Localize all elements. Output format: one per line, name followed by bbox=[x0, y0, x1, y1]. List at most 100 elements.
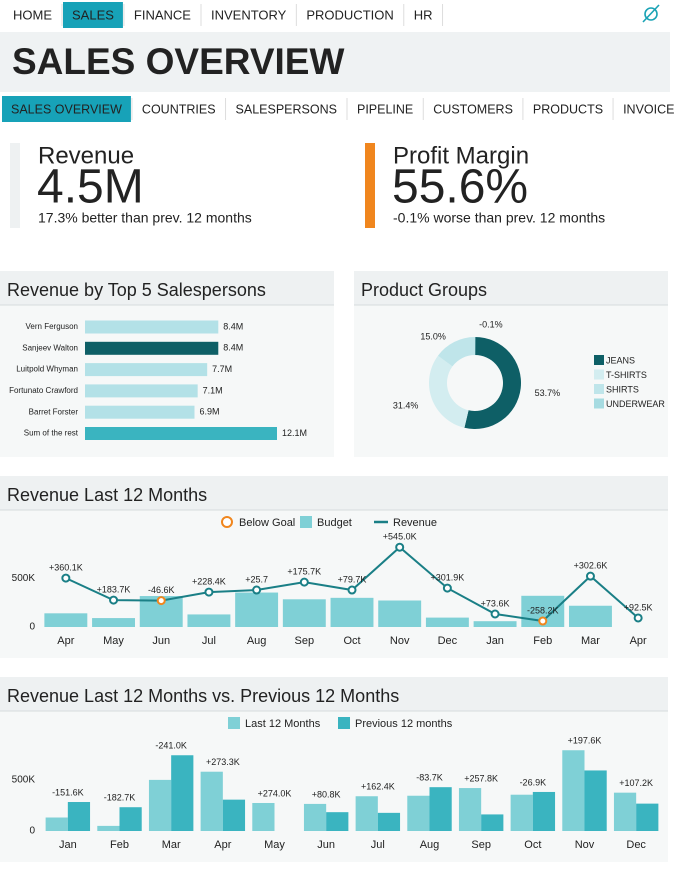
bar bbox=[377, 812, 401, 831]
bar bbox=[85, 384, 198, 398]
kpi-label: Revenue bbox=[38, 142, 134, 169]
tabs-item[interactable]: CUSTOMERS bbox=[433, 102, 513, 116]
tabs-item[interactable]: COUNTRIES bbox=[142, 102, 216, 116]
tabs-item[interactable]: PRODUCTS bbox=[533, 102, 603, 116]
annotation: -182.7K bbox=[104, 793, 136, 803]
nav-item[interactable]: HOME bbox=[13, 7, 52, 22]
x-tick-label: Jun bbox=[317, 839, 335, 851]
legend-label: Previous 12 months bbox=[355, 718, 453, 730]
nav-item-bg bbox=[297, 2, 403, 28]
legend-swatch bbox=[594, 384, 604, 394]
legend-label: UNDERWEAR bbox=[606, 399, 665, 409]
x-tick-label: Jan bbox=[486, 635, 504, 647]
bar bbox=[303, 803, 327, 831]
settings-icon[interactable] bbox=[642, 4, 660, 23]
bar bbox=[473, 621, 517, 627]
tabs-item[interactable]: INVOICES bbox=[623, 102, 674, 116]
nav-item[interactable]: FINANCE bbox=[134, 7, 191, 22]
kpi-note: -0.1% worse than prev. 12 months bbox=[393, 210, 605, 226]
tabs-item-bg bbox=[2, 96, 131, 122]
nav-item[interactable]: INVENTORY bbox=[211, 7, 287, 22]
x-tick-label: Feb bbox=[110, 839, 129, 851]
nav-item[interactable]: HR bbox=[414, 7, 433, 22]
kpi-note: 17.3% better than prev. 12 months bbox=[38, 210, 252, 226]
nav-item-bg bbox=[4, 2, 61, 28]
category-label: Sanjeev Walton bbox=[22, 343, 78, 352]
y-tick-label: 500K bbox=[12, 573, 36, 584]
bar bbox=[378, 600, 422, 627]
y-tick-label: 0 bbox=[29, 622, 35, 633]
nav-item-bg bbox=[404, 2, 442, 28]
kpi-bar bbox=[365, 143, 375, 228]
x-tick-label: Apr bbox=[57, 635, 74, 647]
value-label: 7.7M bbox=[212, 364, 232, 374]
icon-circle bbox=[644, 7, 658, 21]
tabs-item[interactable]: PIPELINE bbox=[357, 102, 413, 116]
nav-item-bg bbox=[201, 2, 296, 28]
legend-label: SHIRTS bbox=[606, 384, 639, 394]
tabs-item-bg bbox=[132, 96, 225, 122]
value-label: 7.1M bbox=[203, 385, 223, 395]
kpi-label: Profit Margin bbox=[393, 142, 529, 169]
value-label: 12.1M bbox=[282, 428, 307, 438]
y-tick-label: 500K bbox=[12, 775, 36, 786]
legend-label: T-SHIRTS bbox=[606, 370, 647, 380]
legend-label: Revenue bbox=[393, 517, 437, 529]
tabs-item[interactable]: SALESPERSONS bbox=[236, 102, 337, 116]
x-tick-label: Jun bbox=[152, 635, 170, 647]
bar bbox=[85, 405, 195, 419]
x-tick-label: Mar bbox=[162, 839, 181, 851]
nav-item[interactable]: PRODUCTION bbox=[306, 7, 393, 22]
annotation: -258.2K bbox=[527, 605, 559, 615]
bar bbox=[187, 614, 231, 627]
bar bbox=[458, 788, 482, 831]
bar bbox=[425, 617, 469, 627]
annotation: -241.0K bbox=[155, 741, 187, 751]
value-label: 15.0% bbox=[420, 331, 446, 341]
line-marker bbox=[538, 616, 548, 626]
tabs-item-bg bbox=[347, 96, 423, 122]
x-tick-label: Aug bbox=[247, 635, 267, 647]
line-marker bbox=[156, 596, 166, 606]
tabs-item[interactable]: SALES OVERVIEW bbox=[11, 102, 122, 116]
line-marker bbox=[490, 609, 500, 619]
line-marker bbox=[347, 585, 357, 595]
x-tick-label: Oct bbox=[524, 839, 541, 851]
bar bbox=[97, 825, 120, 831]
panel-header bbox=[354, 271, 668, 305]
bar bbox=[569, 605, 612, 627]
x-tick-label: Nov bbox=[390, 635, 410, 647]
annotation: +360.1K bbox=[49, 562, 83, 572]
pie-slice bbox=[437, 337, 476, 367]
nav-item-bg bbox=[63, 2, 123, 28]
x-tick-label: Dec bbox=[438, 635, 458, 647]
annotation: +107.2K bbox=[619, 778, 653, 788]
annotation: +545.0K bbox=[383, 532, 417, 542]
y-tick-label: 0 bbox=[29, 826, 35, 837]
pie-slice bbox=[429, 355, 469, 428]
bar bbox=[200, 771, 223, 831]
legend-swatch bbox=[221, 516, 233, 528]
value-label: 8.4M bbox=[223, 321, 243, 331]
x-tick-label: Oct bbox=[343, 635, 360, 647]
x-tick-label: Sep bbox=[295, 635, 315, 647]
kpi-value: 4.5M bbox=[37, 161, 144, 214]
annotation: +273.3K bbox=[206, 757, 240, 767]
line-marker bbox=[633, 613, 643, 623]
legend-label: JEANS bbox=[606, 355, 635, 365]
bar bbox=[85, 320, 219, 334]
annotation: +274.0K bbox=[258, 788, 292, 798]
nav-item[interactable]: SALES bbox=[72, 7, 114, 22]
bar bbox=[222, 799, 246, 831]
bar bbox=[330, 597, 374, 627]
x-tick-label: Jan bbox=[59, 839, 77, 851]
line-marker bbox=[299, 577, 309, 587]
tabs-item-bg bbox=[424, 96, 522, 122]
annotation: -83.7K bbox=[416, 773, 443, 783]
panel-header bbox=[0, 476, 668, 510]
x-tick-label: Jul bbox=[202, 635, 216, 647]
category-label: Barret Forster bbox=[29, 407, 79, 416]
x-tick-label: Aug bbox=[420, 839, 440, 851]
value-label: 53.7% bbox=[535, 388, 561, 398]
panel-title: Revenue Last 12 Months bbox=[7, 485, 207, 505]
